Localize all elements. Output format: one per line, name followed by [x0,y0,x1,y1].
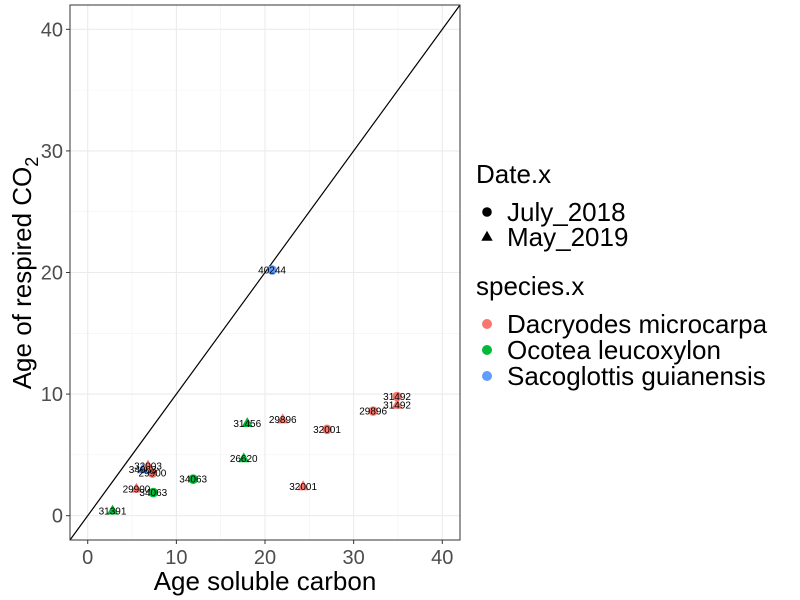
data-point-circle [147,468,158,478]
data-point-circle [188,474,199,485]
data-point-circle [148,487,159,498]
x-tick-label: 10 [165,547,187,569]
y-tick-label: 40 [41,19,63,41]
data-point-triangle [106,504,119,515]
data-point-label: 29896 [269,415,297,426]
data-point-circle [267,265,277,275]
y-axis-title: Age of respired CO2 [7,157,42,390]
data-point-label: 32003 [134,461,162,472]
data-point-triangle [142,459,154,470]
legend-key-species [482,319,492,329]
data-point-triangle [130,482,143,493]
data-point-label: 32001 [313,425,341,436]
legend-key-circle [482,207,492,217]
y-tick-label: 0 [52,506,63,528]
y-tick-label: 20 [41,263,63,285]
data-point-label: 31456 [233,419,261,430]
x-axis: 0 10 20 30 40 [82,540,453,569]
legend-title-date: Date.x [476,159,551,189]
y-tick-label: 10 [41,384,63,406]
x-tick-label: 40 [431,547,453,569]
legend-label-species: Sacoglottis guianensis [507,361,766,391]
data-point-triangle [241,417,253,427]
legend-title-species: species.x [476,271,584,301]
data-point-label: 29896 [359,407,387,418]
data-point-triangle [297,480,309,491]
y-axis-title-subscript: 2 [22,157,42,167]
data-point-circle [322,424,332,435]
data-point-label: 31492 [383,392,411,403]
y-axis-title-main: Age of respired CO [7,167,37,390]
legend-key-species [482,371,492,381]
y-tick-label: 30 [41,141,63,163]
data-point-label: 34063 [139,488,167,499]
data-point-label: 31391 [99,506,127,517]
data-point-triangle [238,452,250,463]
x-axis-title: Age soluble carbon [154,566,377,596]
x-tick-label: 20 [254,547,276,569]
data-point-label: 32001 [289,482,317,493]
data-point-label: 31492 [383,401,411,412]
data-point-label: 34063 [129,465,157,476]
legend-label-species: Dacryodes microcarpa [507,309,768,339]
x-tick-label: 0 [82,547,93,569]
data-point-triangle [391,398,403,409]
data-points [106,265,403,515]
data-point-label: 26620 [230,454,258,465]
legend-label-date: May_2019 [507,222,628,252]
data-point-label: 40244 [258,266,286,277]
y-axis: 0 10 20 30 40 [41,19,70,528]
data-point-label: 34063 [179,475,207,486]
data-point-triangle [277,413,289,424]
data-point-circle [368,406,378,416]
x-tick-label: 30 [343,547,365,569]
legend-label-date: July_2018 [507,197,626,227]
data-point-circle [392,391,402,402]
legend-key-species [482,345,492,355]
reference-line-identity [69,4,461,541]
plot-panel [69,4,461,541]
data-point-labels: 3139129900340633406332003299003406326620… [99,266,412,518]
data-point-label: 29900 [139,469,167,480]
legend-key-triangle [481,230,493,241]
data-point-label: 29900 [123,484,151,495]
legend-label-species: Ocotea leucoxylon [507,335,721,365]
data-point-triangle [136,463,149,474]
